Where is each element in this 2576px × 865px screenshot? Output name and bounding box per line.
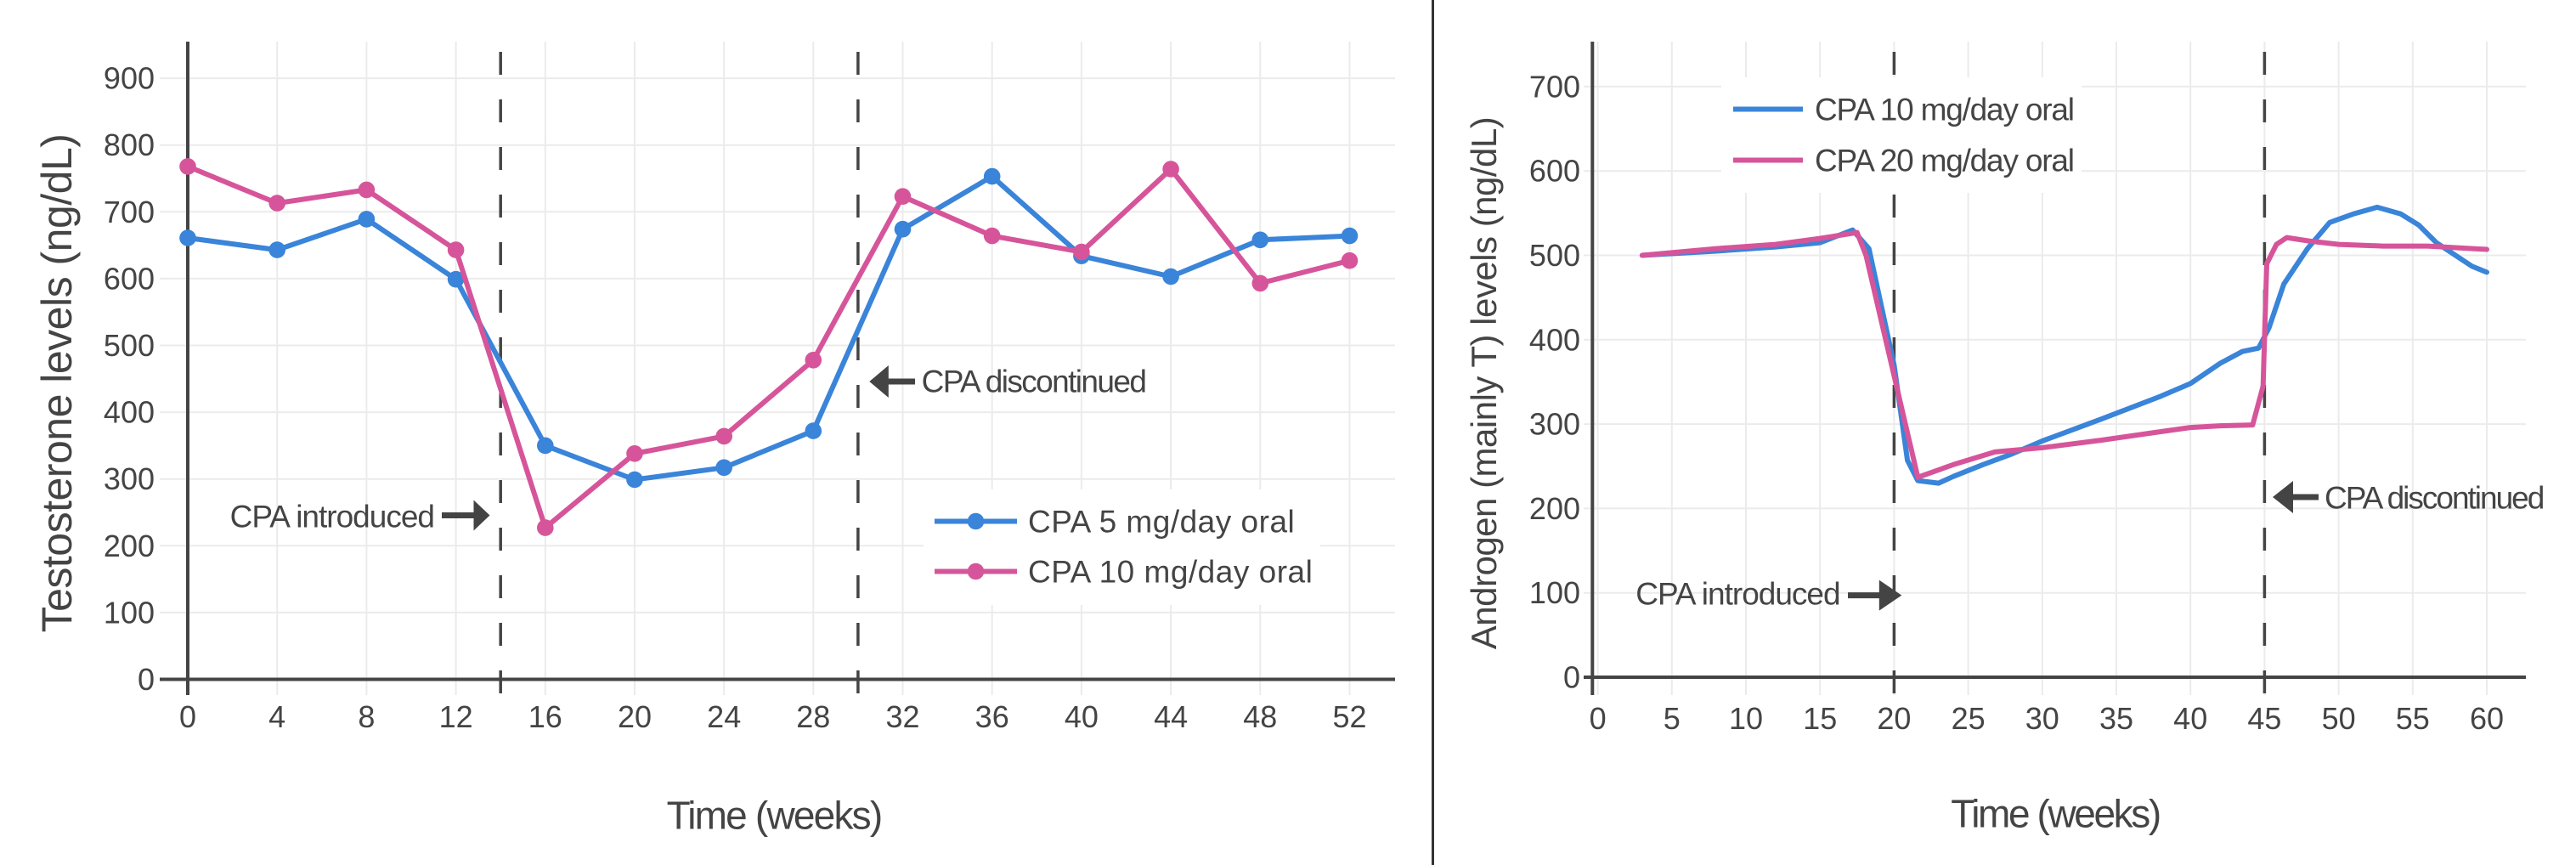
svg-text:24: 24 — [707, 699, 741, 734]
svg-text:40: 40 — [2173, 701, 2207, 736]
svg-text:0: 0 — [179, 699, 196, 734]
svg-text:50: 50 — [2322, 701, 2356, 736]
svg-text:20: 20 — [1877, 701, 1911, 736]
svg-text:28: 28 — [796, 699, 830, 734]
svg-text:300: 300 — [104, 461, 155, 496]
svg-text:12: 12 — [439, 699, 473, 734]
svg-text:800: 800 — [104, 127, 155, 162]
svg-text:48: 48 — [1243, 699, 1277, 734]
svg-text:CPA discontinued: CPA discontinued — [2325, 481, 2544, 516]
svg-text:16: 16 — [528, 699, 562, 734]
svg-text:CPA 10 mg/day oral: CPA 10 mg/day oral — [1028, 555, 1313, 590]
svg-text:900: 900 — [104, 61, 155, 96]
svg-text:CPA discontinued: CPA discontinued — [922, 365, 1146, 399]
svg-text:36: 36 — [975, 699, 1009, 734]
svg-text:200: 200 — [1529, 491, 1580, 526]
svg-text:45: 45 — [2247, 701, 2281, 736]
svg-text:300: 300 — [1529, 407, 1580, 442]
svg-text:44: 44 — [1154, 699, 1188, 734]
svg-text:Time (weeks): Time (weeks) — [667, 794, 882, 838]
svg-text:500: 500 — [1529, 238, 1580, 273]
svg-text:100: 100 — [1529, 575, 1580, 610]
svg-text:40: 40 — [1065, 699, 1099, 734]
svg-text:5: 5 — [1664, 701, 1681, 736]
svg-text:8: 8 — [358, 699, 375, 734]
svg-text:55: 55 — [2396, 701, 2430, 736]
svg-text:20: 20 — [618, 699, 652, 734]
svg-text:700: 700 — [1529, 69, 1580, 104]
svg-text:600: 600 — [104, 261, 155, 296]
svg-text:35: 35 — [2099, 701, 2133, 736]
svg-text:30: 30 — [2025, 701, 2059, 736]
svg-text:0: 0 — [1563, 660, 1580, 695]
svg-text:52: 52 — [1332, 699, 1366, 734]
svg-text:10: 10 — [1729, 701, 1763, 736]
svg-text:60: 60 — [2470, 701, 2504, 736]
svg-text:400: 400 — [1529, 322, 1580, 357]
svg-text:CPA 20 mg/day oral: CPA 20 mg/day oral — [1815, 144, 2074, 178]
svg-text:Testosterone levels (ng/dL): Testosterone levels (ng/dL) — [33, 134, 81, 633]
svg-text:CPA introduced: CPA introduced — [230, 500, 434, 534]
svg-text:32: 32 — [885, 699, 919, 734]
svg-text:700: 700 — [104, 195, 155, 229]
svg-text:CPA introduced: CPA introduced — [1635, 577, 1839, 612]
svg-text:CPA 5 mg/day oral: CPA 5 mg/day oral — [1028, 505, 1295, 540]
svg-text:Androgen (mainly T) levels (ng: Androgen (mainly T) levels (ng/dL) — [1464, 117, 1504, 650]
svg-text:200: 200 — [104, 529, 155, 563]
svg-text:4: 4 — [268, 699, 285, 734]
svg-text:500: 500 — [104, 328, 155, 363]
svg-text:100: 100 — [104, 595, 155, 630]
svg-text:400: 400 — [104, 395, 155, 430]
svg-text:600: 600 — [1529, 154, 1580, 189]
svg-text:CPA 10 mg/day oral: CPA 10 mg/day oral — [1815, 93, 2074, 127]
svg-text:Time (weeks): Time (weeks) — [1951, 792, 2160, 836]
svg-text:15: 15 — [1803, 701, 1837, 736]
svg-text:25: 25 — [1952, 701, 1986, 736]
svg-text:0: 0 — [1590, 701, 1607, 736]
svg-text:0: 0 — [138, 662, 155, 697]
